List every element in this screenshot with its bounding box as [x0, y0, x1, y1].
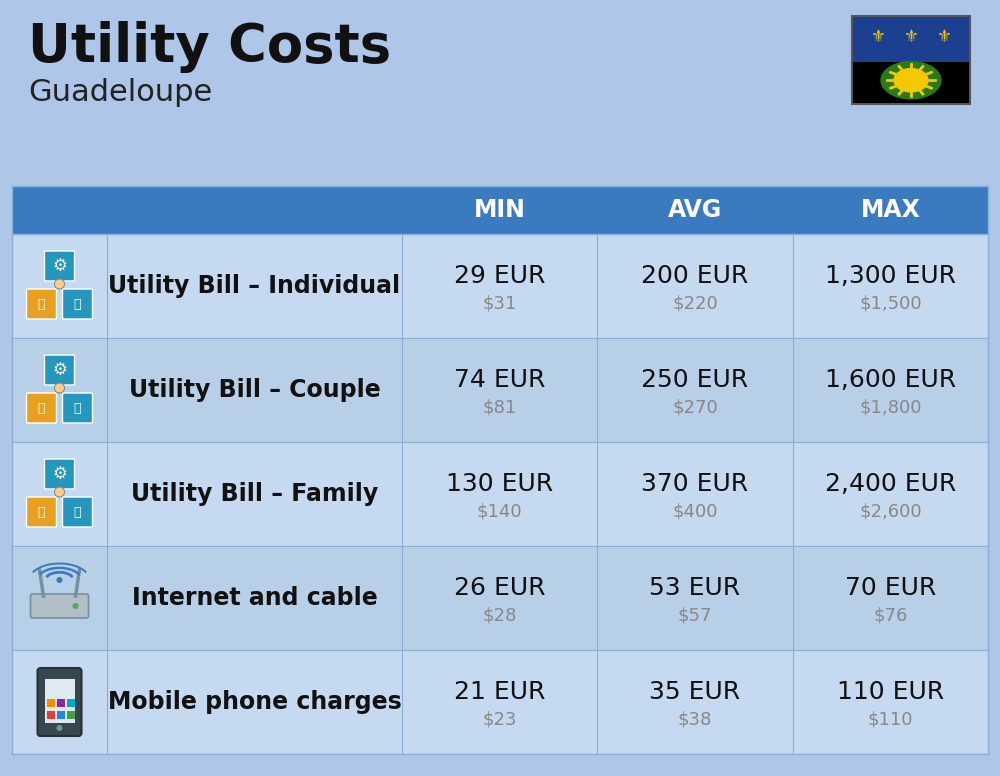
Text: $400: $400: [672, 503, 718, 521]
FancyBboxPatch shape: [44, 459, 74, 489]
Text: 130 EUR: 130 EUR: [446, 472, 553, 496]
FancyBboxPatch shape: [44, 251, 74, 281]
FancyBboxPatch shape: [30, 594, 88, 618]
Text: $81: $81: [483, 399, 517, 417]
Text: 370 EUR: 370 EUR: [641, 472, 749, 496]
Text: $1,800: $1,800: [859, 399, 922, 417]
Text: 26 EUR: 26 EUR: [454, 576, 545, 600]
Text: 110 EUR: 110 EUR: [837, 680, 944, 704]
Text: 🔌: 🔌: [38, 505, 45, 518]
Text: $31: $31: [482, 295, 517, 313]
Text: $140: $140: [477, 503, 522, 521]
Bar: [56, 699, 64, 707]
Text: AVG: AVG: [668, 198, 722, 222]
Bar: [12, 186, 988, 234]
Text: MAX: MAX: [860, 198, 920, 222]
FancyBboxPatch shape: [26, 289, 56, 319]
Text: ⚙: ⚙: [52, 465, 67, 483]
Circle shape: [54, 383, 64, 393]
Bar: [852, 16, 970, 104]
Text: 💧: 💧: [74, 505, 81, 518]
Circle shape: [56, 725, 62, 731]
Bar: [12, 650, 988, 754]
Bar: [12, 234, 988, 338]
Text: 1,600 EUR: 1,600 EUR: [825, 368, 956, 392]
Text: 250 EUR: 250 EUR: [641, 368, 749, 392]
Text: 🔌: 🔌: [38, 401, 45, 414]
FancyBboxPatch shape: [62, 393, 92, 423]
Text: 70 EUR: 70 EUR: [845, 576, 936, 600]
Text: Utility Bill – Family: Utility Bill – Family: [131, 482, 378, 506]
Text: $76: $76: [873, 607, 908, 625]
Bar: [46, 699, 54, 707]
Text: ⚙: ⚙: [52, 361, 67, 379]
Text: Utility Costs: Utility Costs: [28, 21, 391, 73]
Text: 29 EUR: 29 EUR: [454, 264, 545, 288]
FancyBboxPatch shape: [26, 497, 56, 527]
Text: ⚜: ⚜: [871, 28, 885, 46]
Text: Guadeloupe: Guadeloupe: [28, 78, 212, 107]
Bar: [46, 711, 54, 719]
Bar: [44, 679, 74, 723]
FancyBboxPatch shape: [62, 289, 92, 319]
Bar: [12, 338, 988, 442]
Bar: [852, 16, 970, 104]
Text: 74 EUR: 74 EUR: [454, 368, 545, 392]
Circle shape: [72, 603, 78, 609]
Text: $2,600: $2,600: [859, 503, 922, 521]
Text: Utility Bill – Couple: Utility Bill – Couple: [129, 378, 380, 402]
Bar: [12, 442, 988, 546]
Circle shape: [56, 577, 62, 583]
Bar: [66, 699, 74, 707]
Text: $23: $23: [482, 711, 517, 729]
FancyBboxPatch shape: [26, 393, 56, 423]
Text: Utility Bill – Individual: Utility Bill – Individual: [108, 274, 401, 298]
Text: $270: $270: [672, 399, 718, 417]
Bar: [852, 16, 970, 62]
FancyBboxPatch shape: [38, 668, 82, 736]
Text: $28: $28: [482, 607, 517, 625]
Text: ⚜: ⚜: [904, 28, 918, 46]
Text: 🔌: 🔌: [38, 297, 45, 310]
Text: 2,400 EUR: 2,400 EUR: [825, 472, 956, 496]
Text: $1,500: $1,500: [859, 295, 922, 313]
Text: 💧: 💧: [74, 297, 81, 310]
FancyBboxPatch shape: [62, 497, 92, 527]
Bar: [66, 711, 74, 719]
Text: ⚙: ⚙: [52, 257, 67, 275]
Text: 21 EUR: 21 EUR: [454, 680, 545, 704]
Text: $57: $57: [678, 607, 712, 625]
Text: Mobile phone charges: Mobile phone charges: [108, 690, 401, 714]
Text: 200 EUR: 200 EUR: [641, 264, 749, 288]
Text: 35 EUR: 35 EUR: [649, 680, 741, 704]
Text: Internet and cable: Internet and cable: [132, 586, 377, 610]
Ellipse shape: [880, 61, 942, 99]
Ellipse shape: [893, 68, 929, 92]
Circle shape: [54, 279, 64, 289]
Bar: [12, 546, 988, 650]
FancyBboxPatch shape: [44, 355, 74, 385]
Text: $220: $220: [672, 295, 718, 313]
Text: $110: $110: [868, 711, 913, 729]
Text: MIN: MIN: [474, 198, 526, 222]
Text: ⚜: ⚜: [937, 28, 951, 46]
Text: 1,300 EUR: 1,300 EUR: [825, 264, 956, 288]
Text: 💧: 💧: [74, 401, 81, 414]
Circle shape: [54, 487, 64, 497]
Bar: [56, 711, 64, 719]
Text: $38: $38: [678, 711, 712, 729]
Text: 53 EUR: 53 EUR: [649, 576, 741, 600]
